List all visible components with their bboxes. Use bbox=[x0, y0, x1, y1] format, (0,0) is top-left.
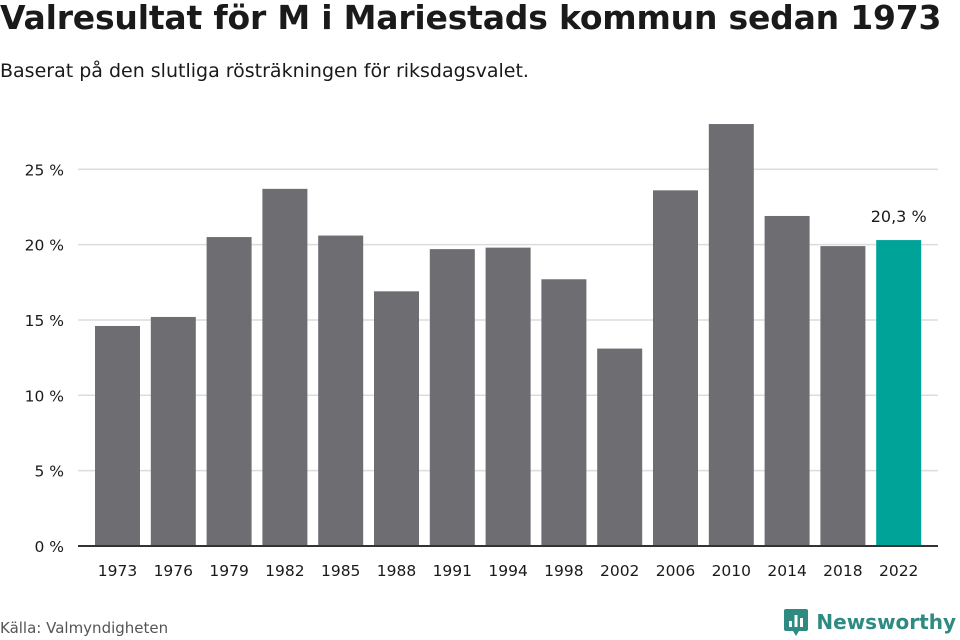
bar-1998 bbox=[541, 279, 587, 546]
bar-2014 bbox=[764, 215, 810, 546]
bar-1988 bbox=[374, 291, 419, 546]
bar-2006 bbox=[653, 190, 698, 546]
bar-chart: 0 % 5 % 10 % 15 % 20 % 25 % 1973 1976 1979 1982 19… bbox=[25, 124, 938, 580]
x-tick-label: 1973 bbox=[98, 562, 137, 580]
y-tick-label: 10 % bbox=[25, 387, 64, 405]
x-tick-label: 1982 bbox=[265, 562, 304, 580]
chart-title: Valresultat för M i Mariestads kommun se… bbox=[0, 0, 942, 37]
y-tick-label: 15 % bbox=[25, 312, 64, 330]
bar-1985 bbox=[318, 235, 364, 546]
y-tick-label: 20 % bbox=[25, 237, 64, 255]
bar-1976 bbox=[150, 316, 196, 546]
labels: 0 % 5 % 10 % 15 % 20 % 25 % 1973 1976 1979 1982 19… bbox=[25, 161, 927, 580]
bar-1979 bbox=[206, 237, 252, 546]
x-tick-label: 1976 bbox=[154, 562, 193, 580]
bar-2022 bbox=[876, 240, 922, 546]
x-tick-label: 1998 bbox=[544, 562, 583, 580]
x-tick-label: 1979 bbox=[209, 562, 248, 580]
x-tick-label: 2006 bbox=[656, 562, 695, 580]
chart-subtitle: Baserat på den slutliga rösträkningen fö… bbox=[0, 60, 529, 82]
brand-logo: Newsworthy bbox=[783, 607, 956, 637]
bar-2002 bbox=[597, 348, 643, 546]
bars bbox=[95, 124, 922, 546]
y-tick-label: 25 % bbox=[25, 161, 64, 179]
bar-1973 bbox=[95, 325, 140, 546]
y-tick-label: 5 % bbox=[34, 463, 64, 481]
bar-2018 bbox=[820, 246, 866, 546]
brand-name: Newsworthy bbox=[816, 610, 956, 634]
x-tick-label: 1994 bbox=[488, 562, 527, 580]
x-tick-label: 2022 bbox=[879, 562, 918, 580]
x-tick-label: 1988 bbox=[377, 562, 416, 580]
bar-1982 bbox=[262, 188, 308, 546]
y-tick-label: 0 % bbox=[34, 538, 64, 556]
data-label: 20,3 % bbox=[871, 207, 927, 226]
x-tick-label: 2014 bbox=[767, 562, 806, 580]
bar-2010 bbox=[708, 124, 754, 546]
x-tick-label: 2010 bbox=[712, 562, 751, 580]
x-tick-label: 2018 bbox=[823, 562, 862, 580]
bar-1994 bbox=[485, 247, 531, 546]
newsworthy-logo-icon bbox=[784, 609, 809, 636]
x-tick-label: 1991 bbox=[433, 562, 472, 580]
bar-1991 bbox=[429, 249, 475, 546]
source-note: Källa: Valmyndigheten bbox=[0, 619, 169, 637]
x-tick-label: 2002 bbox=[600, 562, 639, 580]
x-tick-label: 1985 bbox=[321, 562, 360, 580]
